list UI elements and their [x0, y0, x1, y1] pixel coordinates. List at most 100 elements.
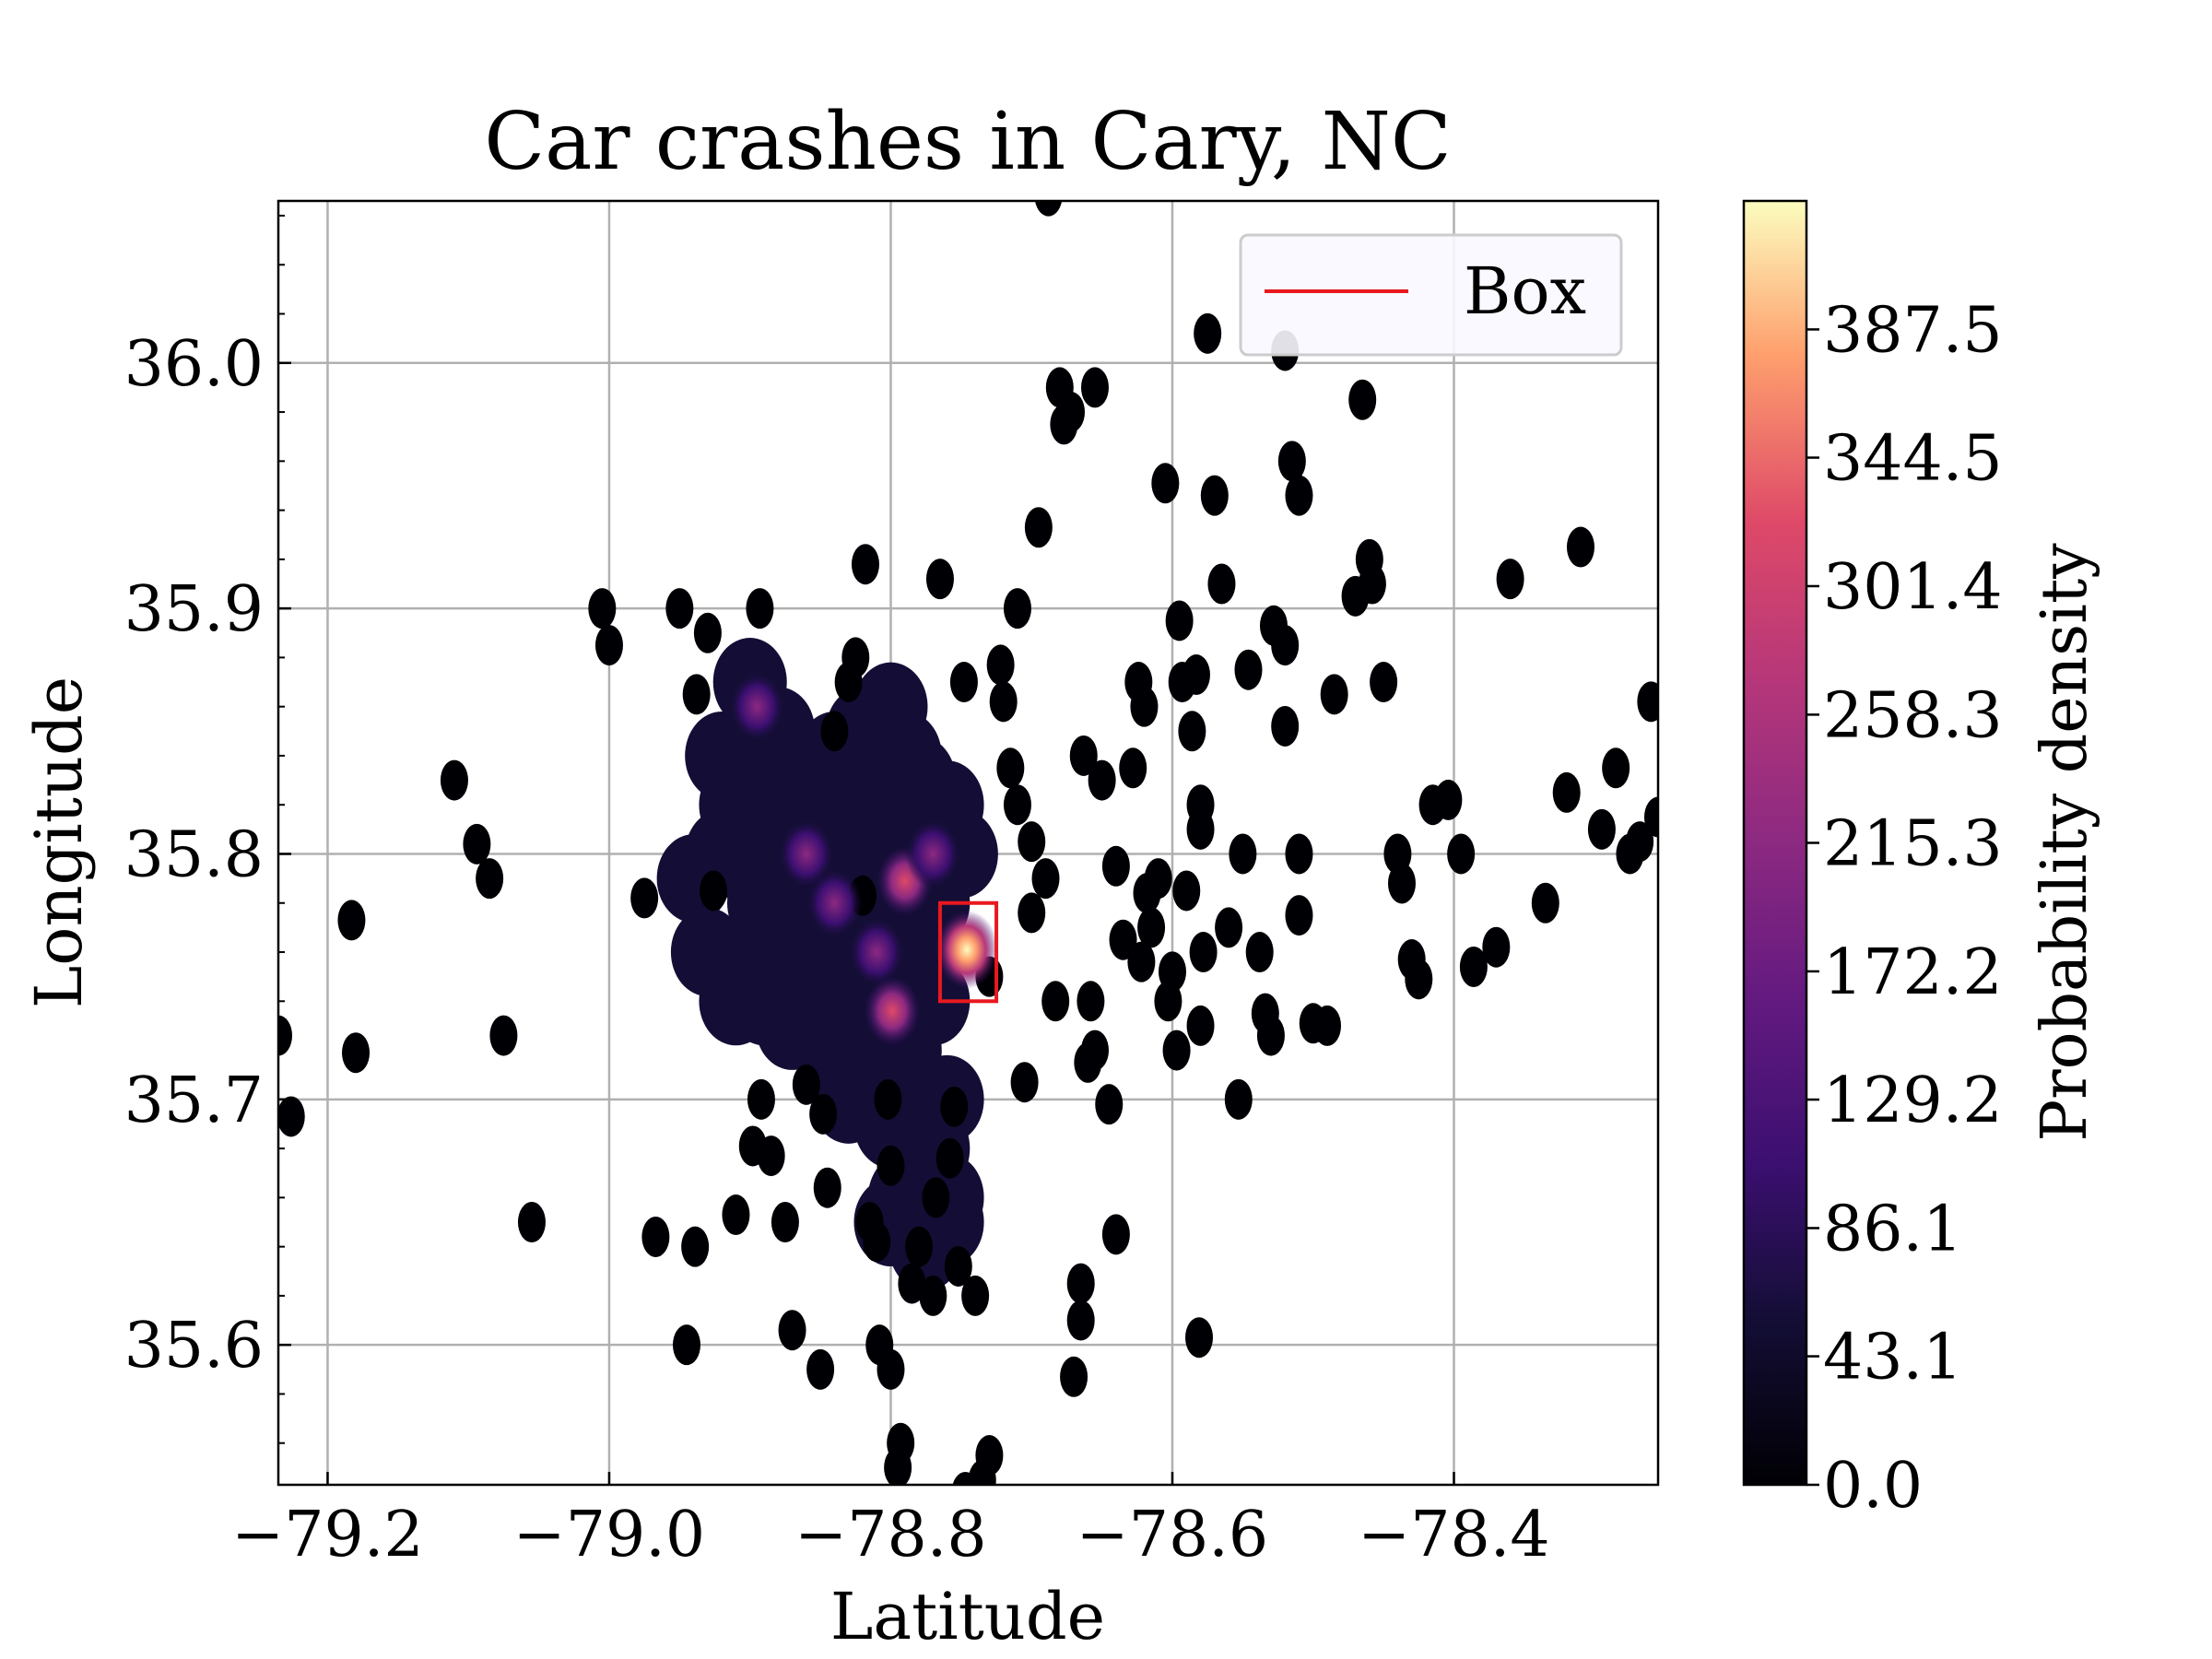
- crash-point: [1182, 654, 1210, 696]
- crash-point: [1035, 201, 1063, 217]
- crash-point: [935, 1137, 964, 1179]
- crash-point: [1320, 674, 1348, 715]
- crash-point: [1165, 600, 1194, 641]
- crash-point: [813, 1167, 841, 1208]
- crash-point: [337, 900, 366, 941]
- crash-point: [1482, 926, 1511, 968]
- crash-point: [342, 1032, 371, 1074]
- crash-point: [665, 588, 694, 629]
- crash-point: [949, 662, 978, 703]
- crash-point: [1587, 808, 1616, 850]
- crash-point: [1245, 932, 1274, 973]
- y-tick-label: 35.8: [124, 818, 264, 891]
- highlight-box: [937, 900, 999, 1004]
- crash-point: [1271, 625, 1300, 666]
- crash-point: [905, 1226, 934, 1267]
- crash-point: [594, 625, 623, 666]
- density-hotspot: [729, 672, 785, 742]
- crash-point: [1101, 845, 1130, 887]
- crash-point: [476, 858, 504, 900]
- crash-point: [1215, 907, 1243, 948]
- crash-point: [1041, 981, 1070, 1022]
- y-tick-label: 35.6: [124, 1310, 264, 1382]
- crash-point: [1200, 475, 1229, 516]
- crash-point: [693, 612, 722, 653]
- crash-point: [1496, 559, 1524, 600]
- crash-point: [1178, 711, 1206, 752]
- crash-point: [1313, 1005, 1342, 1046]
- crash-point: [996, 747, 1025, 789]
- crash-point: [940, 1086, 969, 1127]
- crash-point: [1405, 959, 1433, 1000]
- crash-point: [1101, 1214, 1130, 1255]
- density-hotspot: [849, 917, 905, 987]
- crash-point: [922, 1177, 950, 1218]
- legend-label-box: Box: [1464, 253, 1586, 329]
- crash-point: [757, 1135, 785, 1177]
- crash-point: [925, 559, 954, 600]
- colorbar-ticks: 0.0 43.1 86.1 129.2 172.2 215.3 258.3 301.4 344.…: [1806, 294, 2003, 1523]
- crash-point: [944, 1245, 972, 1287]
- crash-point: [1151, 463, 1180, 504]
- crash-point: [1387, 863, 1416, 904]
- crash-point: [463, 823, 491, 865]
- x-tick-label: −78.4: [1358, 1499, 1549, 1571]
- crash-point: [641, 1216, 670, 1257]
- colorbar-tick-label: 387.5: [1823, 294, 2003, 367]
- chart-title: Car crashes in Cary, NC: [484, 96, 1451, 188]
- crash-point: [806, 1348, 835, 1390]
- density-core-blob: [797, 711, 872, 800]
- crash-point: [1644, 796, 1658, 838]
- crash-point: [1018, 892, 1046, 934]
- crash-point: [877, 1348, 905, 1390]
- density-hotspot: [905, 818, 961, 888]
- crash-point: [1234, 649, 1263, 690]
- crash-point: [517, 1202, 546, 1243]
- crash-point: [975, 1435, 1004, 1477]
- crash-point: [1024, 507, 1053, 548]
- crash-point: [771, 1202, 799, 1243]
- crash-point: [1137, 907, 1166, 948]
- crash-point: [682, 674, 711, 715]
- crash-point: [1626, 821, 1654, 863]
- crash-point: [588, 588, 617, 629]
- crash-point: [278, 1096, 305, 1137]
- crash-point: [1459, 947, 1488, 988]
- crash-point: [1229, 833, 1257, 875]
- crash-point: [1637, 681, 1658, 723]
- crash-point: [1566, 526, 1594, 568]
- crash-point: [863, 1221, 891, 1263]
- crash-point: [1080, 1030, 1109, 1071]
- density-hotspot: [865, 976, 921, 1046]
- crash-point: [1069, 735, 1098, 776]
- colorbar-tick-label: 301.4: [1823, 551, 2003, 624]
- crash-point: [1158, 951, 1186, 993]
- crash-point: [841, 637, 870, 678]
- density-hotspot: [806, 868, 863, 938]
- crash-point: [672, 1324, 700, 1366]
- crash-point: [1186, 808, 1215, 850]
- crash-point: [1186, 1005, 1215, 1046]
- crash-point: [1552, 771, 1581, 813]
- crash-point: [1095, 1084, 1124, 1125]
- crash-point: [778, 1310, 806, 1351]
- colorbar-tick-label: 344.5: [1823, 423, 2003, 496]
- crash-point: [747, 1078, 775, 1120]
- density-points: [278, 201, 1658, 1485]
- crash-point: [1010, 1062, 1039, 1103]
- crash-point: [1185, 1317, 1214, 1359]
- colorbar-tick-label: 172.2: [1823, 936, 2003, 1009]
- crash-point: [1256, 1015, 1285, 1056]
- crash-point: [440, 759, 468, 801]
- crash-point: [1144, 858, 1172, 900]
- y-axis-label: Longitude: [21, 677, 97, 1008]
- crash-point: [1080, 367, 1109, 408]
- crash-point: [278, 1015, 292, 1056]
- crash-point: [1194, 312, 1222, 354]
- crash-point: [961, 1275, 990, 1316]
- crash-point: [1003, 588, 1031, 629]
- colorbar-tick-label: 0.0: [1823, 1450, 1923, 1523]
- crash-point: [1277, 441, 1306, 482]
- crash-point: [1531, 882, 1559, 924]
